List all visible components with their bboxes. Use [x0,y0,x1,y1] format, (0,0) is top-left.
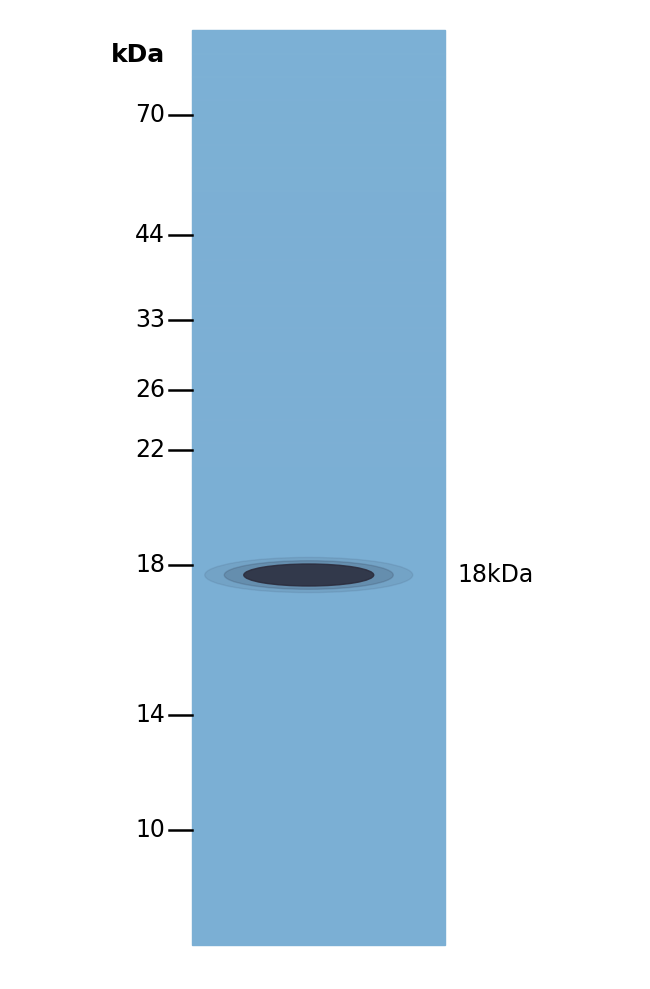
Ellipse shape [224,561,393,589]
Bar [192,76,445,100]
Text: 14: 14 [135,703,165,727]
Bar [192,30,445,53]
Bar [192,899,445,923]
Bar [192,373,445,397]
Bar [192,488,445,511]
Bar [192,533,445,557]
Bar [192,213,445,237]
Text: 18: 18 [135,553,165,577]
Bar [192,876,445,900]
Bar [192,808,445,832]
Text: 70: 70 [135,103,165,127]
Ellipse shape [244,564,374,586]
Text: 44: 44 [135,223,165,247]
Bar [192,190,445,214]
Text: 10: 10 [135,818,165,842]
Text: kDa: kDa [111,43,165,67]
Bar [192,282,445,306]
Bar [192,442,445,466]
Bar [192,305,445,328]
Bar [192,556,445,580]
Bar [192,602,445,626]
Bar [192,739,445,763]
Bar [192,922,445,946]
Bar [192,671,445,694]
Bar [192,419,445,443]
Bar [192,30,445,945]
Bar [192,52,445,77]
Bar [192,99,445,123]
Bar [192,625,445,649]
Ellipse shape [205,558,413,592]
Bar [192,122,445,145]
Text: 33: 33 [135,308,165,332]
Bar [192,167,445,191]
Bar [192,396,445,420]
Bar [192,510,445,534]
Bar [192,648,445,672]
Bar [192,579,445,603]
Text: 26: 26 [135,378,165,402]
Bar [192,762,445,786]
Bar [192,693,445,717]
Bar [192,785,445,809]
Bar [192,854,445,877]
Bar [192,327,445,351]
Bar [192,144,445,168]
Bar [192,716,445,740]
Text: 18kDa: 18kDa [457,563,534,587]
Bar [192,235,445,260]
Text: 22: 22 [135,438,165,462]
Bar [192,350,445,374]
Bar [192,259,445,283]
Bar [192,831,445,854]
Bar [192,465,445,489]
